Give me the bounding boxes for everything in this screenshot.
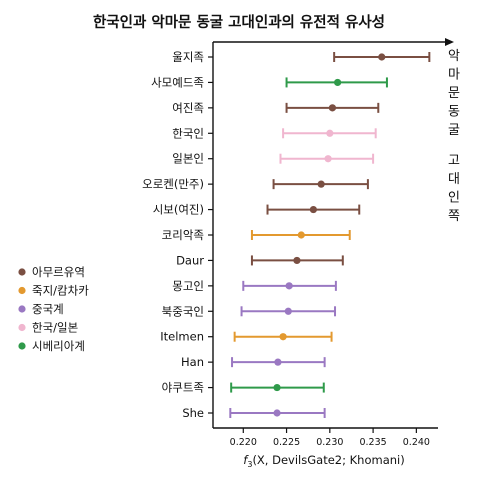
- x-tick-label: 0.220: [230, 437, 257, 448]
- category-label: 오로켄(만주): [142, 177, 204, 191]
- category-label: Itelmen: [160, 330, 204, 344]
- legend-label: 한국/일본: [32, 321, 78, 335]
- plot-layer: 0.220 0.225 0.230 0.235 0.240 울지족사모예드족여진족한국인일…: [142, 38, 454, 448]
- annotation-char: 문: [448, 86, 460, 101]
- estimate-point: [273, 383, 281, 392]
- x-tick-label: 0.240: [403, 437, 430, 448]
- category-label: 몽고인: [172, 279, 204, 293]
- estimate-point: [285, 282, 293, 290]
- estimate-point: [326, 129, 334, 137]
- estimate-point: [293, 256, 301, 265]
- estimate-point: [273, 409, 281, 417]
- estimate-point: [274, 358, 282, 366]
- estimate-point: [297, 231, 305, 239]
- legend-label: 중국계: [32, 302, 64, 316]
- category-label: 북중국인: [162, 304, 204, 318]
- x-axis-label-f: f: [243, 453, 249, 467]
- legend-swatch: [18, 286, 26, 295]
- category-label: She: [182, 406, 204, 420]
- x-tick-label: 0.235: [359, 437, 386, 448]
- annotation-char: 굴: [448, 123, 460, 138]
- estimate-point: [328, 104, 337, 112]
- estimate-point: [284, 307, 292, 315]
- annotation-char: 쪽: [448, 209, 460, 224]
- chart-title: 한국인과 악마문 동굴 고대인과의 유전적 유사성: [93, 13, 385, 31]
- estimate-point: [324, 155, 332, 163]
- annotation-char: 인: [448, 191, 460, 206]
- legend-label: 시베리아계: [32, 339, 85, 353]
- x-tick-label: 0.225: [273, 437, 300, 448]
- legend-label: 죽지/캄차카: [32, 284, 89, 298]
- category-label: 울지족: [172, 50, 204, 64]
- annotation-char: 동: [448, 105, 460, 120]
- category-label: Han: [181, 355, 204, 369]
- arrow-head-icon: [445, 38, 454, 46]
- annotation-char: 악: [448, 49, 460, 64]
- estimate-point: [317, 180, 325, 188]
- category-label: 일본인: [172, 152, 204, 166]
- x-axis-label-sub: 3: [247, 460, 252, 469]
- estimate-point: [309, 205, 317, 214]
- category-label: 코리악족: [162, 228, 204, 242]
- category-label: Daur: [176, 253, 204, 267]
- annotation-char: 고: [448, 154, 460, 169]
- category-label: 시보(여진): [153, 203, 204, 217]
- legend-swatch: [18, 342, 26, 350]
- estimate-point: [334, 78, 342, 87]
- legend-swatch: [18, 323, 26, 332]
- estimate-point: [378, 53, 386, 61]
- category-label: 여진족: [172, 101, 204, 115]
- legend-swatch: [18, 305, 26, 313]
- legend-label: 아무르유역: [32, 265, 85, 279]
- x-axis-label: f3(X, DevilsGate2; Khomani): [243, 453, 404, 469]
- legend-swatch: [18, 268, 26, 276]
- annotation-char: 마: [448, 68, 460, 83]
- category-label: 한국인: [172, 126, 204, 140]
- category-label: 야쿠트족: [162, 381, 204, 395]
- x-axis-label-rest: (X, DevilsGate2; Khomani): [252, 453, 404, 467]
- x-tick-label: 0.230: [316, 437, 343, 448]
- category-label: 사모예드족: [151, 75, 204, 89]
- annotation-char: 대: [448, 172, 460, 187]
- estimate-point: [279, 333, 287, 341]
